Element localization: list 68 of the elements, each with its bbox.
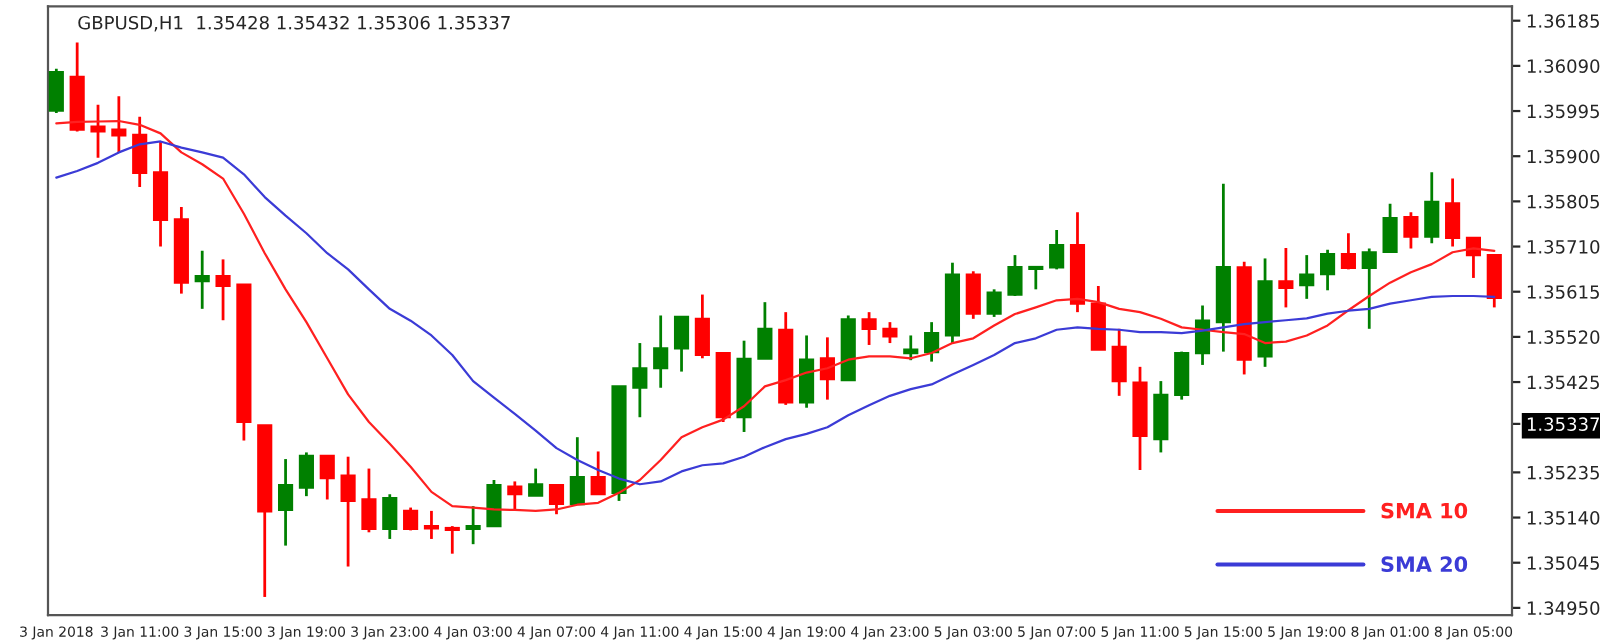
y-tick-label: 1.36185 bbox=[1527, 14, 1599, 28]
y-tick-label: 1.35710 bbox=[1527, 240, 1600, 254]
candlestick bbox=[111, 94, 127, 154]
candlestick bbox=[861, 310, 877, 347]
candlestick bbox=[1090, 284, 1106, 352]
candlestick bbox=[1278, 246, 1294, 309]
candlestick bbox=[632, 341, 648, 419]
candlestick bbox=[194, 249, 210, 311]
candlestick bbox=[1403, 210, 1419, 250]
y-tick-label: 1.35045 bbox=[1527, 556, 1599, 570]
candlestick bbox=[673, 315, 690, 373]
candlestick bbox=[1049, 228, 1065, 271]
candlestick bbox=[465, 504, 481, 546]
y-tick-label: 1.36090 bbox=[1527, 59, 1600, 73]
y-tick-label: 1.35900 bbox=[1527, 149, 1600, 164]
candlestick bbox=[48, 67, 64, 115]
candlestick bbox=[1382, 202, 1398, 254]
candlestick bbox=[486, 478, 502, 528]
candlestick bbox=[1007, 253, 1023, 298]
y-tick-label: 1.35520 bbox=[1527, 330, 1600, 344]
candlestick bbox=[1028, 265, 1044, 291]
candlestick bbox=[965, 269, 981, 321]
candlestick bbox=[278, 457, 294, 547]
candlestick bbox=[132, 115, 148, 189]
candlestick bbox=[694, 293, 710, 360]
y-tick-label: 1.35615 bbox=[1527, 285, 1599, 299]
candlestick bbox=[548, 483, 565, 516]
candlestick bbox=[757, 300, 773, 361]
y-tick-label: 1.35425 bbox=[1527, 375, 1599, 390]
candlestick bbox=[1111, 327, 1127, 398]
y-tick-label: 1.35337 bbox=[1527, 417, 1600, 431]
text: SMA 10 bbox=[1381, 502, 1468, 519]
candlestick bbox=[382, 492, 398, 541]
candlestick bbox=[590, 450, 606, 496]
candlestick bbox=[298, 451, 314, 498]
candlestick bbox=[1486, 253, 1502, 309]
candlestick bbox=[528, 467, 544, 498]
candlestick bbox=[1361, 247, 1377, 331]
candlestick bbox=[90, 103, 106, 160]
candlestick bbox=[1153, 379, 1169, 454]
candlestick bbox=[152, 140, 169, 248]
y-tick-label: 1.35995 bbox=[1527, 104, 1599, 119]
candlestick bbox=[215, 257, 231, 322]
candlestick bbox=[1424, 170, 1440, 245]
chart-title: GBPUSD,H1 1.35428 1.35432 1.35306 1.35337 bbox=[78, 15, 510, 32]
candlestick bbox=[1299, 253, 1315, 301]
candlestick bbox=[444, 524, 460, 556]
candlestick bbox=[1340, 231, 1356, 271]
candlestick bbox=[986, 287, 1002, 319]
y-tick-label: 1.35805 bbox=[1527, 194, 1599, 209]
y-tick-label: 1.35235 bbox=[1527, 465, 1599, 480]
candlestick bbox=[340, 455, 356, 568]
candlestick bbox=[319, 454, 335, 501]
candlestick bbox=[1174, 350, 1190, 402]
candlestick bbox=[507, 480, 523, 511]
candlestick bbox=[423, 509, 440, 541]
candlestick bbox=[882, 320, 898, 345]
y-tick-label: 1.35140 bbox=[1527, 511, 1600, 525]
candlestick bbox=[569, 435, 585, 506]
candlestick bbox=[1320, 248, 1336, 292]
candlestick bbox=[361, 467, 377, 534]
candlestick bbox=[903, 334, 919, 362]
candlestick bbox=[653, 314, 669, 390]
y-tick-label: 1.34950 bbox=[1527, 601, 1600, 615]
text: SMA 20 bbox=[1381, 556, 1468, 573]
candlestick bbox=[799, 334, 815, 410]
candlestick bbox=[924, 320, 940, 363]
candlestick bbox=[1445, 177, 1461, 248]
